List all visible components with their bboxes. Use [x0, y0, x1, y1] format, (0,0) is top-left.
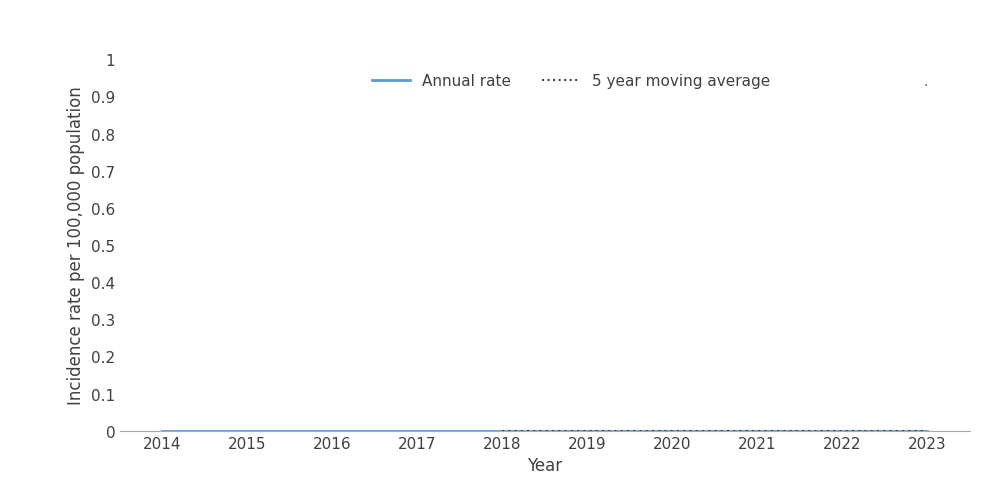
Y-axis label: Incidence rate per 100,000 population: Incidence rate per 100,000 population	[67, 87, 85, 404]
Legend: Annual rate, 5 year moving average: Annual rate, 5 year moving average	[366, 68, 776, 95]
Text: .: .	[923, 75, 928, 89]
X-axis label: Year: Year	[527, 456, 563, 474]
